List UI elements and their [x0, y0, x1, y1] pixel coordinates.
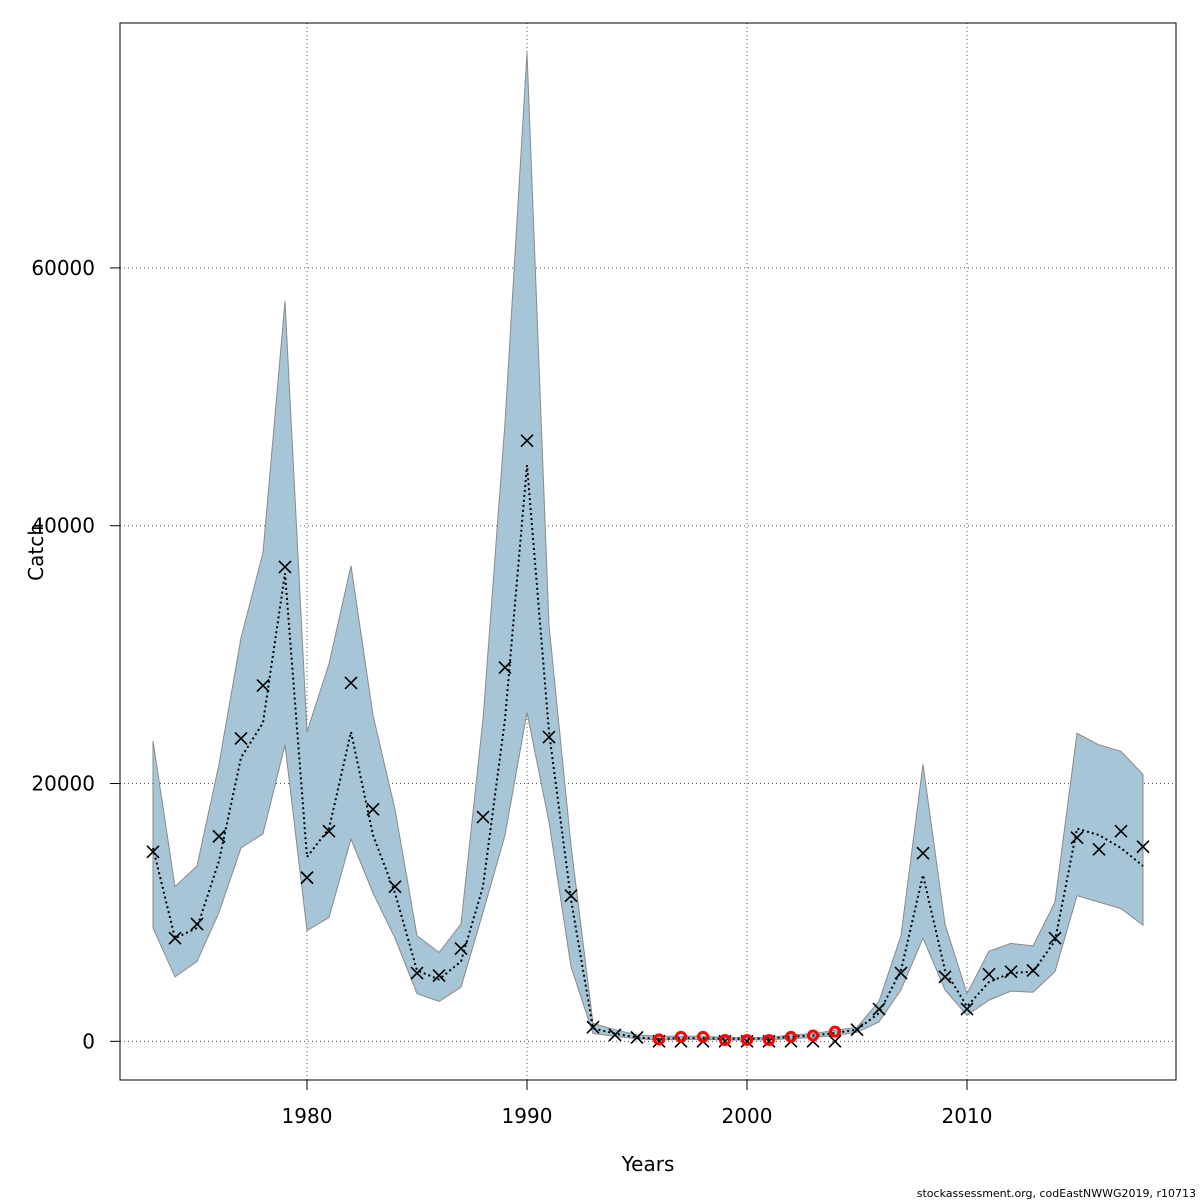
observed-point-1984	[388, 880, 402, 894]
observed-point-2006	[872, 1002, 886, 1016]
highlighted-point-2002	[785, 1030, 797, 1043]
y-tick-label: 20000	[31, 772, 95, 796]
observed-point-2008	[916, 846, 930, 860]
observed-point-1977	[234, 731, 248, 745]
observed-point-1976	[212, 829, 226, 843]
observed-point-1975	[190, 917, 204, 931]
observed-point-1989	[498, 660, 512, 675]
y-axis-title: Catch	[24, 523, 48, 581]
observed-point-1981	[322, 824, 336, 838]
observed-point-1980	[300, 871, 314, 885]
observed-point-1978	[256, 678, 270, 693]
observed-point-1987	[454, 941, 468, 956]
observed-point-1973	[146, 845, 160, 859]
plot-frame	[119, 22, 1177, 1081]
x-tick-label: 2000	[722, 1104, 773, 1128]
x-tick-label: 2010	[942, 1104, 993, 1128]
estimated-catch-line	[152, 465, 1144, 1040]
y-tick-label: 40000	[31, 514, 95, 538]
observed-point-2005	[850, 1023, 864, 1037]
observed-point-2011	[982, 967, 996, 981]
observed-point-1983	[366, 802, 380, 816]
highlighted-point-2001	[763, 1034, 775, 1047]
observed-point-2015	[1070, 831, 1084, 845]
highlighted-point-2000	[741, 1034, 753, 1047]
highlighted-point-1997	[675, 1030, 687, 1043]
observed-point-1994	[608, 1028, 622, 1042]
highlighted-point-1999	[719, 1034, 731, 1047]
observed-point-1974	[168, 931, 182, 945]
highlighted-point-2004	[829, 1025, 841, 1038]
observed-point-1985	[410, 966, 424, 980]
observed-point-2009	[938, 970, 952, 984]
observed-point-2016	[1092, 842, 1106, 856]
observed-point-1986	[432, 969, 446, 983]
observed-point-1979	[278, 560, 292, 574]
highlighted-point-1996	[653, 1033, 665, 1046]
observed-point-2012	[1004, 965, 1018, 979]
observed-point-1993	[586, 1020, 600, 1034]
highlighted-point-2003	[807, 1029, 819, 1042]
y-tick-label: 60000	[31, 256, 95, 280]
observed-point-2018	[1136, 840, 1150, 854]
observed-point-1995	[630, 1030, 644, 1045]
confidence-band	[152, 52, 1144, 1041]
confidence-band-layer	[152, 52, 1144, 1041]
observed-point-1988	[476, 810, 490, 824]
estimated-line-layer	[152, 465, 1144, 1040]
observed-point-2004	[828, 1034, 842, 1048]
observed-point-2007	[894, 966, 908, 980]
highlighted-points-layer	[653, 1025, 841, 1047]
x-axis-title: Years	[621, 1152, 675, 1176]
observed-point-2017	[1114, 824, 1128, 838]
observed-point-2014	[1048, 931, 1062, 945]
x-tick-label: 1990	[502, 1104, 553, 1128]
observed-point-2013	[1026, 963, 1040, 977]
footer-credit: stockassessment.org, codEastNWWG2019, r1…	[917, 1187, 1196, 1200]
highlighted-point-1998	[697, 1030, 709, 1043]
observed-point-1992	[564, 889, 578, 903]
observed-point-1991	[542, 730, 556, 744]
observed-point-1982	[344, 676, 358, 690]
x-tick-label: 1980	[282, 1104, 333, 1128]
y-tick-label: 0	[82, 1029, 95, 1053]
observed-point-1990	[520, 434, 534, 448]
observed-point-2010	[960, 1002, 974, 1016]
axes: 1980 1990 2000 2010 0 20000 40000 60000	[31, 256, 992, 1128]
